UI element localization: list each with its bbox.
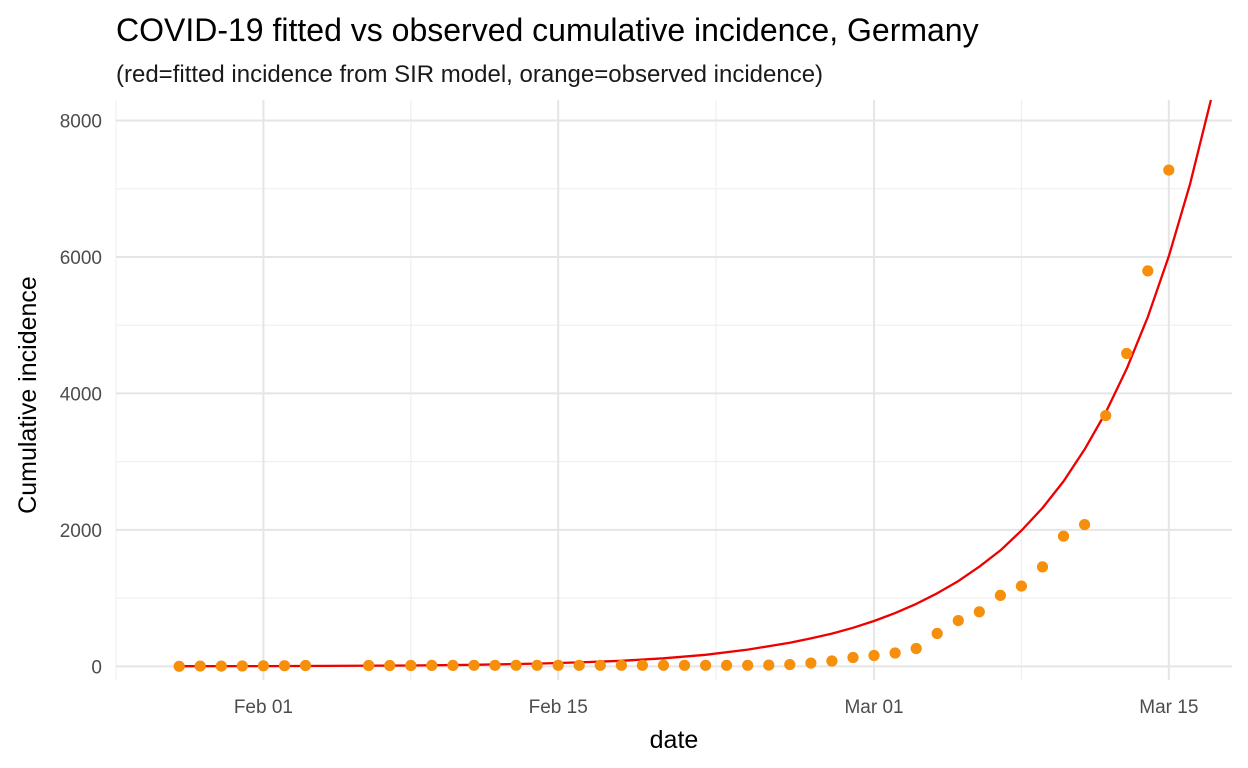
observed-incidence-point [194, 660, 206, 672]
x-axis-tick-labels: Feb 01 Feb 15 Mar 01 Mar 15 [234, 697, 1199, 718]
observed-incidence-point [615, 659, 628, 671]
y-axis-tick-labels: 0 2000 4000 6000 8000 [60, 111, 102, 678]
observed-incidence-point [278, 660, 291, 672]
observed-incidence-point [1163, 164, 1175, 176]
observed-incidence-point [236, 660, 248, 672]
chart-subtitle: (red=fitted incidence from SIR model, or… [116, 61, 823, 88]
observed-incidence-point [1100, 410, 1112, 422]
observed-incidence-point [721, 659, 733, 671]
observed-incidence-point [700, 659, 712, 671]
observed-series [173, 164, 1175, 672]
observed-incidence-point [426, 659, 438, 672]
y-tick-label: 6000 [60, 248, 102, 269]
observed-incidence-point [1142, 265, 1154, 277]
observed-incidence-point [363, 659, 375, 672]
observed-incidence-point [257, 660, 269, 672]
x-tick-label: Feb 15 [529, 697, 588, 718]
observed-incidence-point [573, 659, 585, 671]
observed-incidence-point [889, 647, 901, 659]
observed-incidence-point [405, 659, 417, 672]
observed-incidence-point [173, 660, 185, 672]
observed-incidence-point [1057, 530, 1070, 542]
x-tick-label: Mar 01 [844, 697, 903, 718]
observed-incidence-point [826, 655, 838, 667]
y-axis-title: Cumulative incidence [14, 276, 42, 514]
observed-incidence-point [1036, 561, 1049, 573]
observed-incidence-point [1015, 580, 1027, 592]
observed-incidence-point [805, 657, 817, 669]
y-tick-label: 0 [91, 657, 102, 678]
observed-incidence-point [531, 659, 543, 671]
observed-incidence-point [510, 659, 522, 671]
observed-incidence-point [215, 660, 227, 672]
observed-incidence-point [636, 659, 649, 671]
observed-incidence-point [847, 651, 859, 664]
observed-incidence-point [763, 659, 775, 671]
y-tick-label: 4000 [60, 384, 102, 405]
observed-incidence-point [657, 659, 670, 671]
x-axis-title: date [650, 726, 699, 754]
x-tick-label: Mar 15 [1139, 697, 1198, 718]
observed-incidence-point [952, 615, 964, 627]
observed-incidence-point [384, 659, 396, 672]
observed-incidence-point [973, 606, 985, 618]
y-tick-label: 2000 [60, 521, 102, 542]
observed-incidence-point [931, 627, 943, 640]
x-tick-label: Feb 01 [234, 697, 293, 718]
chart-title: COVID-19 fitted vs observed cumulative i… [116, 12, 979, 48]
fitted-incidence-line [179, 99, 1213, 668]
observed-incidence-point [552, 659, 564, 671]
observed-incidence-point [299, 659, 312, 672]
fitted-series [179, 99, 1213, 668]
observed-incidence-point [910, 642, 922, 655]
observed-incidence-point [489, 659, 501, 671]
y-tick-label: 8000 [60, 111, 102, 132]
observed-incidence-point [868, 649, 880, 662]
observed-incidence-point [1121, 347, 1133, 360]
observed-incidence-point [678, 659, 691, 671]
observed-incidence-point [784, 659, 796, 671]
observed-incidence-point [742, 659, 754, 671]
observed-incidence-point [447, 659, 459, 672]
observed-incidence-point [1079, 519, 1091, 531]
plot-grid [115, 100, 1232, 680]
observed-incidence-point [468, 659, 480, 671]
observed-incidence-point [594, 659, 606, 671]
observed-incidence-point [994, 589, 1007, 602]
